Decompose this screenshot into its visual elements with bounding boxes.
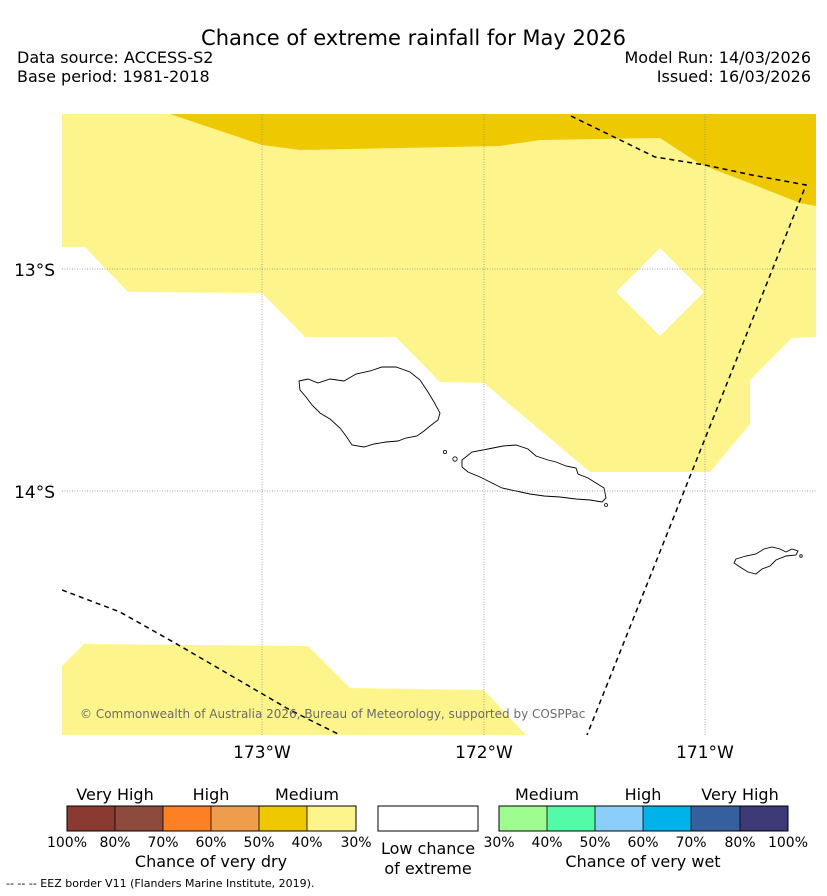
dry-group-medium: Medium	[275, 785, 339, 804]
islet-1	[442, 449, 447, 454]
dry-tick-30: 30%	[340, 835, 371, 851]
dry-tick-60: 60%	[195, 835, 226, 851]
dry-bar-frame	[66, 805, 357, 832]
wet-group-very-high: Very High	[701, 785, 778, 804]
dry-tick-40: 40%	[291, 835, 322, 851]
wet-swatch-1	[499, 806, 547, 831]
wet-swatch-6	[740, 806, 788, 831]
legend-wet: Medium High Very High 30% 40% 50% 60% 70…	[483, 785, 808, 871]
lon-label-171w: 171°W	[676, 743, 734, 763]
island-upolu	[461, 444, 607, 503]
dry-swatch-1	[67, 806, 115, 831]
wet-group-medium: Medium	[515, 785, 579, 804]
eez-border	[62, 115, 808, 735]
map-title: Chance of extreme rainfall for May 2026	[201, 26, 626, 50]
wet-tick-70: 70%	[675, 835, 706, 851]
islet-4	[799, 554, 803, 558]
data-source: Data source: ACCESS-S2	[17, 48, 214, 67]
model-run: Model Run: 14/03/2026	[624, 48, 812, 67]
wet-tick-80: 80%	[724, 835, 755, 851]
lat-label-14s: 14°S	[14, 483, 55, 503]
wet-swatch-5	[691, 806, 740, 831]
base-period: Base period: 1981-2018	[17, 67, 210, 86]
legend-low: Low chance of extreme	[377, 805, 479, 878]
dry-tick-70: 70%	[147, 835, 178, 851]
wet-group-high: High	[625, 785, 662, 804]
islet-2	[452, 456, 458, 462]
gridlines	[62, 114, 816, 735]
dry-swatch-2	[115, 806, 163, 831]
legend-dry: Very High High Medium 100% 80% 70% 60% 5…	[47, 785, 372, 871]
copyright-text: © Commonwealth of Australia 2026, Bureau…	[80, 707, 585, 721]
island-tutuila	[733, 546, 799, 575]
wet-tick-60: 60%	[627, 835, 658, 851]
low-chance-hole	[616, 248, 704, 336]
dry-swatch-4	[211, 806, 259, 831]
wet-tick-50: 50%	[579, 835, 610, 851]
wet-swatch-2	[547, 806, 595, 831]
wet-swatch-3	[595, 806, 643, 831]
dry-swatch-6	[307, 806, 356, 831]
issued-date: Issued: 16/03/2026	[656, 67, 811, 86]
low-caption-line2: of extreme	[384, 859, 471, 878]
meta-right: Model Run: 14/03/2026 Issued: 16/03/2026	[625, 48, 812, 86]
lon-label-172w: 172°W	[455, 743, 513, 763]
meta-left: Data source: ACCESS-S2 Base period: 1981…	[17, 48, 213, 86]
low-caption-line1: Low chance	[381, 839, 475, 858]
medium-dry-region-north	[62, 114, 816, 472]
dry-group-very-high: Very High	[76, 785, 153, 804]
islet-3	[604, 503, 608, 507]
lon-label-173w: 173°W	[233, 743, 291, 763]
wet-tick-40: 40%	[531, 835, 562, 851]
dry-tick-50: 50%	[243, 835, 274, 851]
dry-tick-100: 100%	[47, 835, 87, 851]
dry-caption: Chance of very dry	[135, 852, 287, 871]
dry-group-high: High	[193, 785, 230, 804]
high-dry-region	[170, 114, 816, 206]
wet-tick-100: 100%	[768, 835, 808, 851]
wet-tick-30: 30%	[483, 835, 514, 851]
low-swatch	[377, 805, 479, 832]
wet-bar-frame	[498, 805, 789, 832]
medium-dry-region-south	[62, 644, 526, 735]
eez-footnote: -- -- -- EEZ border V11 (Flanders Marine…	[6, 877, 315, 890]
dry-tick-80: 80%	[99, 835, 130, 851]
wet-caption: Chance of very wet	[565, 852, 720, 871]
dry-swatch-3	[163, 806, 211, 831]
wet-swatch-4	[643, 806, 691, 831]
map-area: © Commonwealth of Australia 2026, Bureau…	[62, 114, 816, 735]
island-savaii	[298, 366, 441, 448]
dry-swatch-5	[259, 806, 307, 831]
lat-label-13s: 13°S	[14, 261, 55, 281]
